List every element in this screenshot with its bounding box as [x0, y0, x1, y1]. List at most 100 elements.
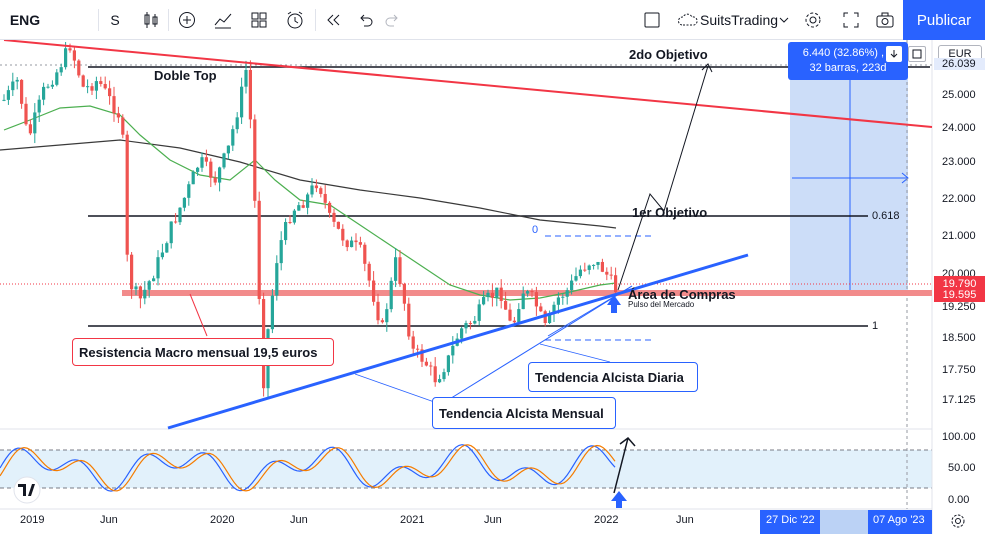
candle-body [420, 349, 424, 362]
osc-arrow-icon [611, 491, 627, 508]
candle-body [328, 202, 332, 213]
candle-body [486, 292, 490, 298]
candle-body [121, 117, 125, 135]
candle-body [143, 289, 147, 299]
range-start-chip [760, 510, 820, 534]
time-label: 2020 [210, 514, 235, 526]
annotation-fib-0618: 0.618 [872, 210, 900, 222]
candle-body [297, 205, 301, 211]
candle-body [248, 69, 252, 120]
layout-name[interactable]: SuitsTrading [700, 12, 779, 28]
projection-path [617, 65, 709, 291]
candle-body [310, 185, 314, 195]
fullscreen-box-icon[interactable] [640, 8, 664, 32]
candle-body [389, 280, 393, 310]
candle-body [196, 167, 200, 172]
candle-body [482, 297, 486, 305]
candle-body [394, 257, 398, 281]
ma-fast-line [3, 105, 617, 301]
replay-icon[interactable] [320, 8, 346, 32]
candle-body [543, 311, 547, 324]
candle-body [200, 157, 204, 168]
candle-body [103, 83, 107, 89]
interval-button[interactable]: S [110, 12, 120, 28]
candle-body [323, 193, 327, 203]
candle-body [438, 379, 442, 383]
candle-body [336, 221, 340, 229]
chevron-down-icon[interactable] [776, 8, 792, 32]
candle-body [86, 86, 90, 88]
candle-body [46, 86, 50, 88]
candle-body [240, 86, 244, 118]
candle-body [372, 280, 376, 302]
price-label: 21.000 [942, 230, 976, 242]
candle-body [548, 313, 552, 324]
candle-body [99, 81, 103, 84]
candle-body [50, 84, 54, 87]
candle-body [385, 309, 389, 323]
alert-icon[interactable] [282, 8, 308, 32]
measure-range-area [790, 68, 908, 290]
candle-body [534, 292, 538, 307]
candle-body [134, 286, 138, 290]
candle-body [147, 281, 151, 290]
time-label: Jun [676, 514, 694, 526]
oscillator-d-line [0, 444, 616, 492]
resistance-pointer [189, 293, 208, 337]
candle-body [345, 240, 349, 248]
indicators-icon[interactable] [210, 8, 236, 32]
expand-icon[interactable] [838, 8, 864, 32]
layout-icon[interactable] [246, 8, 272, 32]
candle-body [605, 271, 609, 275]
candle-body [341, 228, 345, 241]
candle-body [42, 86, 46, 100]
price-chart[interactable] [0, 40, 985, 534]
cloud-icon [676, 8, 700, 32]
candles-icon[interactable] [138, 8, 164, 32]
candle-body [94, 81, 98, 91]
time-label: 2019 [20, 514, 45, 526]
refresh-icon[interactable] [908, 46, 926, 62]
buy-arrow-icon [607, 295, 621, 313]
settings-gear-icon[interactable] [950, 513, 966, 529]
camera-icon[interactable] [872, 8, 898, 32]
candle-body [6, 90, 10, 100]
candle-body [416, 348, 420, 350]
plus-circle-icon[interactable] [174, 8, 200, 32]
candle-body [213, 177, 217, 183]
candle-body [182, 197, 186, 208]
candle-body [442, 372, 446, 380]
candle-body [446, 355, 450, 373]
publish-button[interactable]: Publicar [903, 0, 985, 40]
candle-body [574, 276, 578, 281]
download-icon[interactable] [886, 46, 902, 62]
redo-icon[interactable] [380, 8, 404, 32]
candle-body [301, 205, 305, 208]
candle-body [253, 119, 257, 201]
undo-icon[interactable] [354, 8, 378, 32]
candle-body [138, 286, 142, 299]
candle-body [2, 99, 6, 101]
candle-body [411, 336, 415, 349]
candle-body [116, 113, 120, 118]
candle-body [270, 295, 274, 330]
symbol-label[interactable]: ENG [9, 12, 41, 28]
osc-projection-line [613, 437, 629, 494]
oscillator-band [0, 450, 932, 488]
candle-body [218, 167, 222, 183]
candle-body [24, 103, 28, 125]
oscillator-k-line [0, 444, 616, 492]
candle-body [530, 291, 534, 293]
gear-icon[interactable] [800, 8, 826, 32]
time-label: 2021 [400, 514, 425, 526]
candle-body [130, 254, 134, 290]
toolbar-divider [98, 9, 99, 31]
candle-body [517, 309, 521, 323]
ma-slow-line [0, 139, 617, 229]
candle-body [490, 292, 494, 298]
monthly-trend-callout: Tendencia Alcista Mensual [432, 397, 616, 429]
candle-body [499, 287, 503, 301]
range-end-chip [868, 510, 932, 534]
candle-body [398, 257, 402, 285]
range-end-label: 07 Ago '23 [873, 514, 925, 526]
